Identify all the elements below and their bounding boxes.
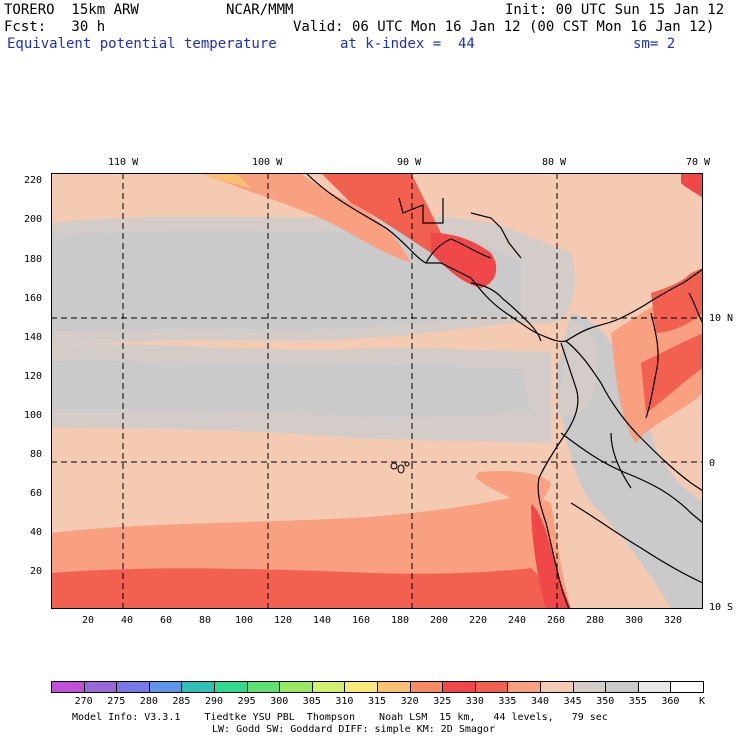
color-scale-label: 300 (270, 696, 289, 707)
color-scale-swatch (148, 681, 183, 693)
grid-x-label: 200 (430, 615, 449, 626)
color-scale-unit: K (699, 696, 706, 707)
color-scale-swatch (311, 681, 346, 693)
lon-label-100w: 100 W (252, 157, 283, 168)
color-scale-swatch (670, 681, 704, 693)
lat-lon-grid (51, 173, 703, 609)
lat-label-10s: 10 S (709, 602, 734, 613)
color-scale-swatch (409, 681, 444, 693)
grid-x-label: 160 (352, 615, 371, 626)
lon-label-70w: 70 W (686, 157, 711, 168)
lon-label-80w: 80 W (542, 157, 567, 168)
lon-label-110w: 110 W (108, 157, 139, 168)
color-scale-label: 315 (368, 696, 387, 707)
grid-x-label: 40 (121, 615, 134, 626)
galapagos-islands (390, 461, 410, 474)
color-scale-swatch (377, 681, 411, 693)
color-scale-swatch (116, 681, 150, 693)
color-scale-swatch (540, 681, 574, 693)
color-scale-label: 295 (237, 696, 256, 707)
color-scale-label: 290 (205, 696, 224, 707)
equivalent-potential-temperature-map (51, 173, 703, 609)
lat-label-10n: 10 N (709, 313, 734, 324)
center-label: NCAR/MMM (226, 2, 294, 18)
color-scale-label: 305 (302, 696, 321, 707)
color-scale-label: 270 (74, 696, 93, 707)
color-scale-label: 350 (596, 696, 615, 707)
color-scale-label: 285 (172, 696, 191, 707)
grid-y-label: 60 (30, 488, 43, 499)
grid-x-label: 80 (199, 615, 212, 626)
color-scale-label: 325 (433, 696, 452, 707)
grid-x-label: 260 (547, 615, 566, 626)
grid-y-label: 160 (24, 293, 43, 304)
color-scale-swatch (51, 681, 85, 693)
color-scale-label: 280 (139, 696, 158, 707)
grid-x-label: 60 (160, 615, 173, 626)
grid-y-label: 180 (24, 254, 43, 265)
color-scale-swatch (344, 681, 378, 693)
color-scale-bar (51, 681, 704, 693)
color-scale-label: 360 (661, 696, 680, 707)
field-name: Equivalent potential temperature (7, 36, 277, 52)
grid-y-label: 220 (24, 175, 43, 186)
grid-x-label: 100 (235, 615, 254, 626)
grid-x-label: 320 (664, 615, 683, 626)
grid-y-label: 120 (24, 371, 43, 382)
model-info-line2: LW: Godd SW: Goddard DIFF: simple KM: 2D… (212, 724, 495, 735)
grid-x-label: 20 (82, 615, 95, 626)
grid-y-label: 40 (30, 527, 43, 538)
color-scale-label: 355 (628, 696, 647, 707)
grid-y-label: 20 (30, 566, 43, 577)
color-scale-swatch (637, 681, 672, 693)
color-scale-label: 275 (107, 696, 126, 707)
grid-x-label: 280 (586, 615, 605, 626)
grid-y-label: 140 (24, 332, 43, 343)
level-label: at k-index = 44 (340, 36, 475, 52)
model-title: TORERO 15km ARW (4, 2, 139, 18)
grid-x-label: 300 (625, 615, 644, 626)
grid-x-label: 120 (274, 615, 293, 626)
init-time: Init: 00 UTC Sun 15 Jan 12 (505, 2, 725, 18)
coastlines (305, 173, 703, 609)
color-scale-label: 320 (400, 696, 419, 707)
smoothing-label: sm= 2 (633, 36, 676, 52)
color-scale-label: 330 (465, 696, 484, 707)
color-scale-swatch (181, 681, 215, 693)
color-scale-swatch (605, 681, 639, 693)
color-scale-label: 340 (531, 696, 550, 707)
color-scale-swatch (507, 681, 541, 693)
grid-y-label: 100 (24, 410, 43, 421)
grid-x-label: 240 (508, 615, 527, 626)
model-info-line1: Model Info: V3.3.1 Tiedtke YSU PBL Thomp… (72, 712, 608, 723)
lon-label-90w: 90 W (397, 157, 422, 168)
grid-y-label: 200 (24, 214, 43, 225)
color-scale-label: 335 (498, 696, 517, 707)
grid-y-label: 80 (30, 449, 43, 460)
grid-x-label: 140 (313, 615, 332, 626)
color-scale-label: 345 (563, 696, 582, 707)
grid-x-label: 180 (391, 615, 410, 626)
color-scale-swatch (279, 681, 313, 693)
color-scale-swatch (214, 681, 248, 693)
grid-x-label: 220 (469, 615, 488, 626)
color-scale-swatch (83, 681, 118, 693)
color-scale-swatch (246, 681, 281, 693)
color-scale-swatch (572, 681, 607, 693)
lat-label-0: 0 (709, 458, 716, 469)
color-scale-label: 310 (335, 696, 354, 707)
forecast-hour: Fcst: 30 h (4, 19, 106, 35)
color-scale-swatch (442, 681, 476, 693)
valid-time: Valid: 06 UTC Mon 16 Jan 12 (00 CST Mon … (293, 19, 715, 35)
color-scale-swatch (474, 681, 509, 693)
